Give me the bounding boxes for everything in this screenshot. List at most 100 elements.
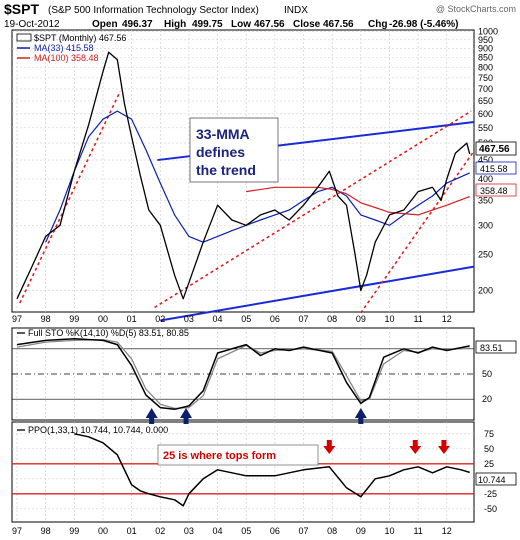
ppo-annotation-box [157, 444, 319, 466]
open-label: Open [92, 19, 118, 30]
ppo-panel [11, 421, 475, 523]
price-y-tick: 950 [478, 35, 493, 45]
x-tick-label: 07 [299, 314, 309, 324]
sto-tag-box [475, 340, 517, 354]
chg-label: Chg [368, 19, 387, 30]
x-tick-label: 06 [270, 314, 280, 324]
down-arrow-icon [323, 440, 336, 454]
ma33-tag: 415.58 [480, 164, 508, 174]
x-tick-label-bottom: 01 [127, 526, 137, 536]
index-name: (S&P 500 Information Technology Sector I… [48, 5, 259, 16]
ppo-y-tick: 75 [484, 429, 494, 439]
x-tick-label: 05 [241, 314, 251, 324]
up-arrow-icon [180, 408, 193, 424]
price-y-tick: 750 [478, 73, 493, 83]
ppo-y-tick: 25 [484, 459, 494, 469]
price-y-tick: 600 [478, 109, 493, 119]
close-label: Close [293, 19, 321, 30]
annotation-box [189, 117, 279, 183]
sto-tag: 83.51 [480, 343, 503, 353]
blue-trendline [160, 265, 475, 322]
x-tick-label: 09 [356, 314, 366, 324]
ma100-tag-box [475, 183, 517, 197]
price-y-tick: 1000 [478, 27, 498, 37]
ppo-tag-box [475, 472, 517, 486]
sto-y-tick: 50 [482, 369, 492, 379]
x-tick-label-bottom: 06 [270, 526, 280, 536]
x-tick-label: 04 [213, 314, 223, 324]
legend-swatch-price [16, 33, 32, 42]
x-tick-label-bottom: 98 [41, 526, 51, 536]
series-layer [16, 51, 471, 507]
x-tick-label-bottom: 05 [241, 526, 251, 536]
ppo-title: PPO(1,33,1) 10.744, 10.744, 0.000 [28, 425, 168, 435]
ppo-y-tick: 50 [484, 444, 494, 454]
low-value: 467.56 [254, 19, 285, 30]
symbol: $SPT [4, 1, 39, 17]
close-value: 467.56 [323, 19, 354, 30]
price-y-tick: 850 [478, 53, 493, 63]
axes-layer: 97 97 98 98 99 99 00 00 01 01 02 02 03 03 04 04 05 05 06 06… [12, 27, 498, 536]
open-value: 496.37 [122, 19, 153, 30]
ppo-y-tick: -50 [484, 504, 497, 514]
price-y-tick: 300 [478, 220, 493, 230]
x-tick-label-bottom: 10 [384, 526, 394, 536]
x-tick-label: 01 [127, 314, 137, 324]
annotation-line-3: the trend [196, 162, 256, 178]
x-tick-label-bottom: 12 [442, 526, 452, 536]
price-value-tags: 467.56 415.58 358.48 [475, 141, 517, 197]
price-y-tick: 900 [478, 44, 493, 54]
x-tick-label: 11 [413, 314, 422, 324]
x-tick-label-bottom: 07 [299, 526, 309, 536]
x-tick-label-bottom: 02 [155, 526, 165, 536]
price-y-tick: 550 [478, 123, 493, 133]
up-arrow-icon [354, 408, 367, 424]
x-tick-label-bottom: 03 [184, 526, 194, 536]
x-tick-label: 97 [12, 314, 22, 324]
x-tick-label-bottom: 00 [98, 526, 108, 536]
x-tick-label: 08 [327, 314, 337, 324]
x-tick-label-bottom: 08 [327, 526, 337, 536]
price-y-tick: 200 [478, 286, 493, 296]
ppo-line [74, 433, 470, 507]
price-y-tick: 700 [478, 84, 493, 94]
sto-title: Full STO %K(14,10) %D(5) 83.51, 80.85 [28, 328, 189, 338]
red-dashed-trendline [154, 110, 472, 309]
price-y-tick: 650 [478, 96, 493, 106]
x-tick-label: 99 [69, 314, 79, 324]
price-y-tick: 800 [478, 62, 493, 72]
annotation-line-1: 33-MMA [196, 126, 250, 142]
x-tick-label-bottom: 11 [413, 526, 422, 536]
x-tick-label-bottom: 09 [356, 526, 366, 536]
watermark: @ StockCharts.com [436, 4, 516, 14]
down-arrow-icon [437, 440, 450, 454]
price-y-tick: 450 [478, 155, 493, 165]
trend-annotation: 33-MMA defines the trend [189, 117, 279, 183]
ma100-tag: 358.48 [480, 186, 508, 196]
price-y-tick: 250 [478, 250, 493, 260]
x-tick-label: 03 [184, 314, 194, 324]
annotation-line-2: defines [196, 144, 245, 160]
sto-d-line [16, 338, 470, 410]
x-tick-label-bottom: 04 [213, 526, 223, 536]
price-y-tick: 400 [478, 174, 493, 184]
legend-ma33: MA(33) 415.58 [34, 43, 94, 53]
ppo-y-tick: -25 [484, 489, 497, 499]
up-arrow-icon [145, 408, 158, 424]
legend-price: $SPT (Monthly) 467.56 [34, 33, 126, 43]
x-tick-label: 02 [155, 314, 165, 324]
ma33-tag-box [475, 161, 517, 175]
price-legend: $SPT (Monthly) 467.56 MA(33) 415.58 MA(1… [16, 33, 126, 63]
x-tick-label-bottom: 97 [12, 526, 22, 536]
sto-y-tick: 20 [482, 394, 492, 404]
low-label: Low [231, 19, 251, 30]
sto-k-line [16, 337, 470, 411]
price-tag: 467.56 [479, 144, 510, 155]
legend-ma100: MA(100) 358.48 [34, 53, 99, 63]
x-tick-label: 98 [41, 314, 51, 324]
chg-value: -26.98 (-5.46%) [389, 19, 458, 30]
date: 19-Oct-2012 [4, 19, 60, 30]
ppo-annotation: 25 is where tops form [163, 450, 276, 462]
x-tick-label: 00 [98, 314, 108, 324]
